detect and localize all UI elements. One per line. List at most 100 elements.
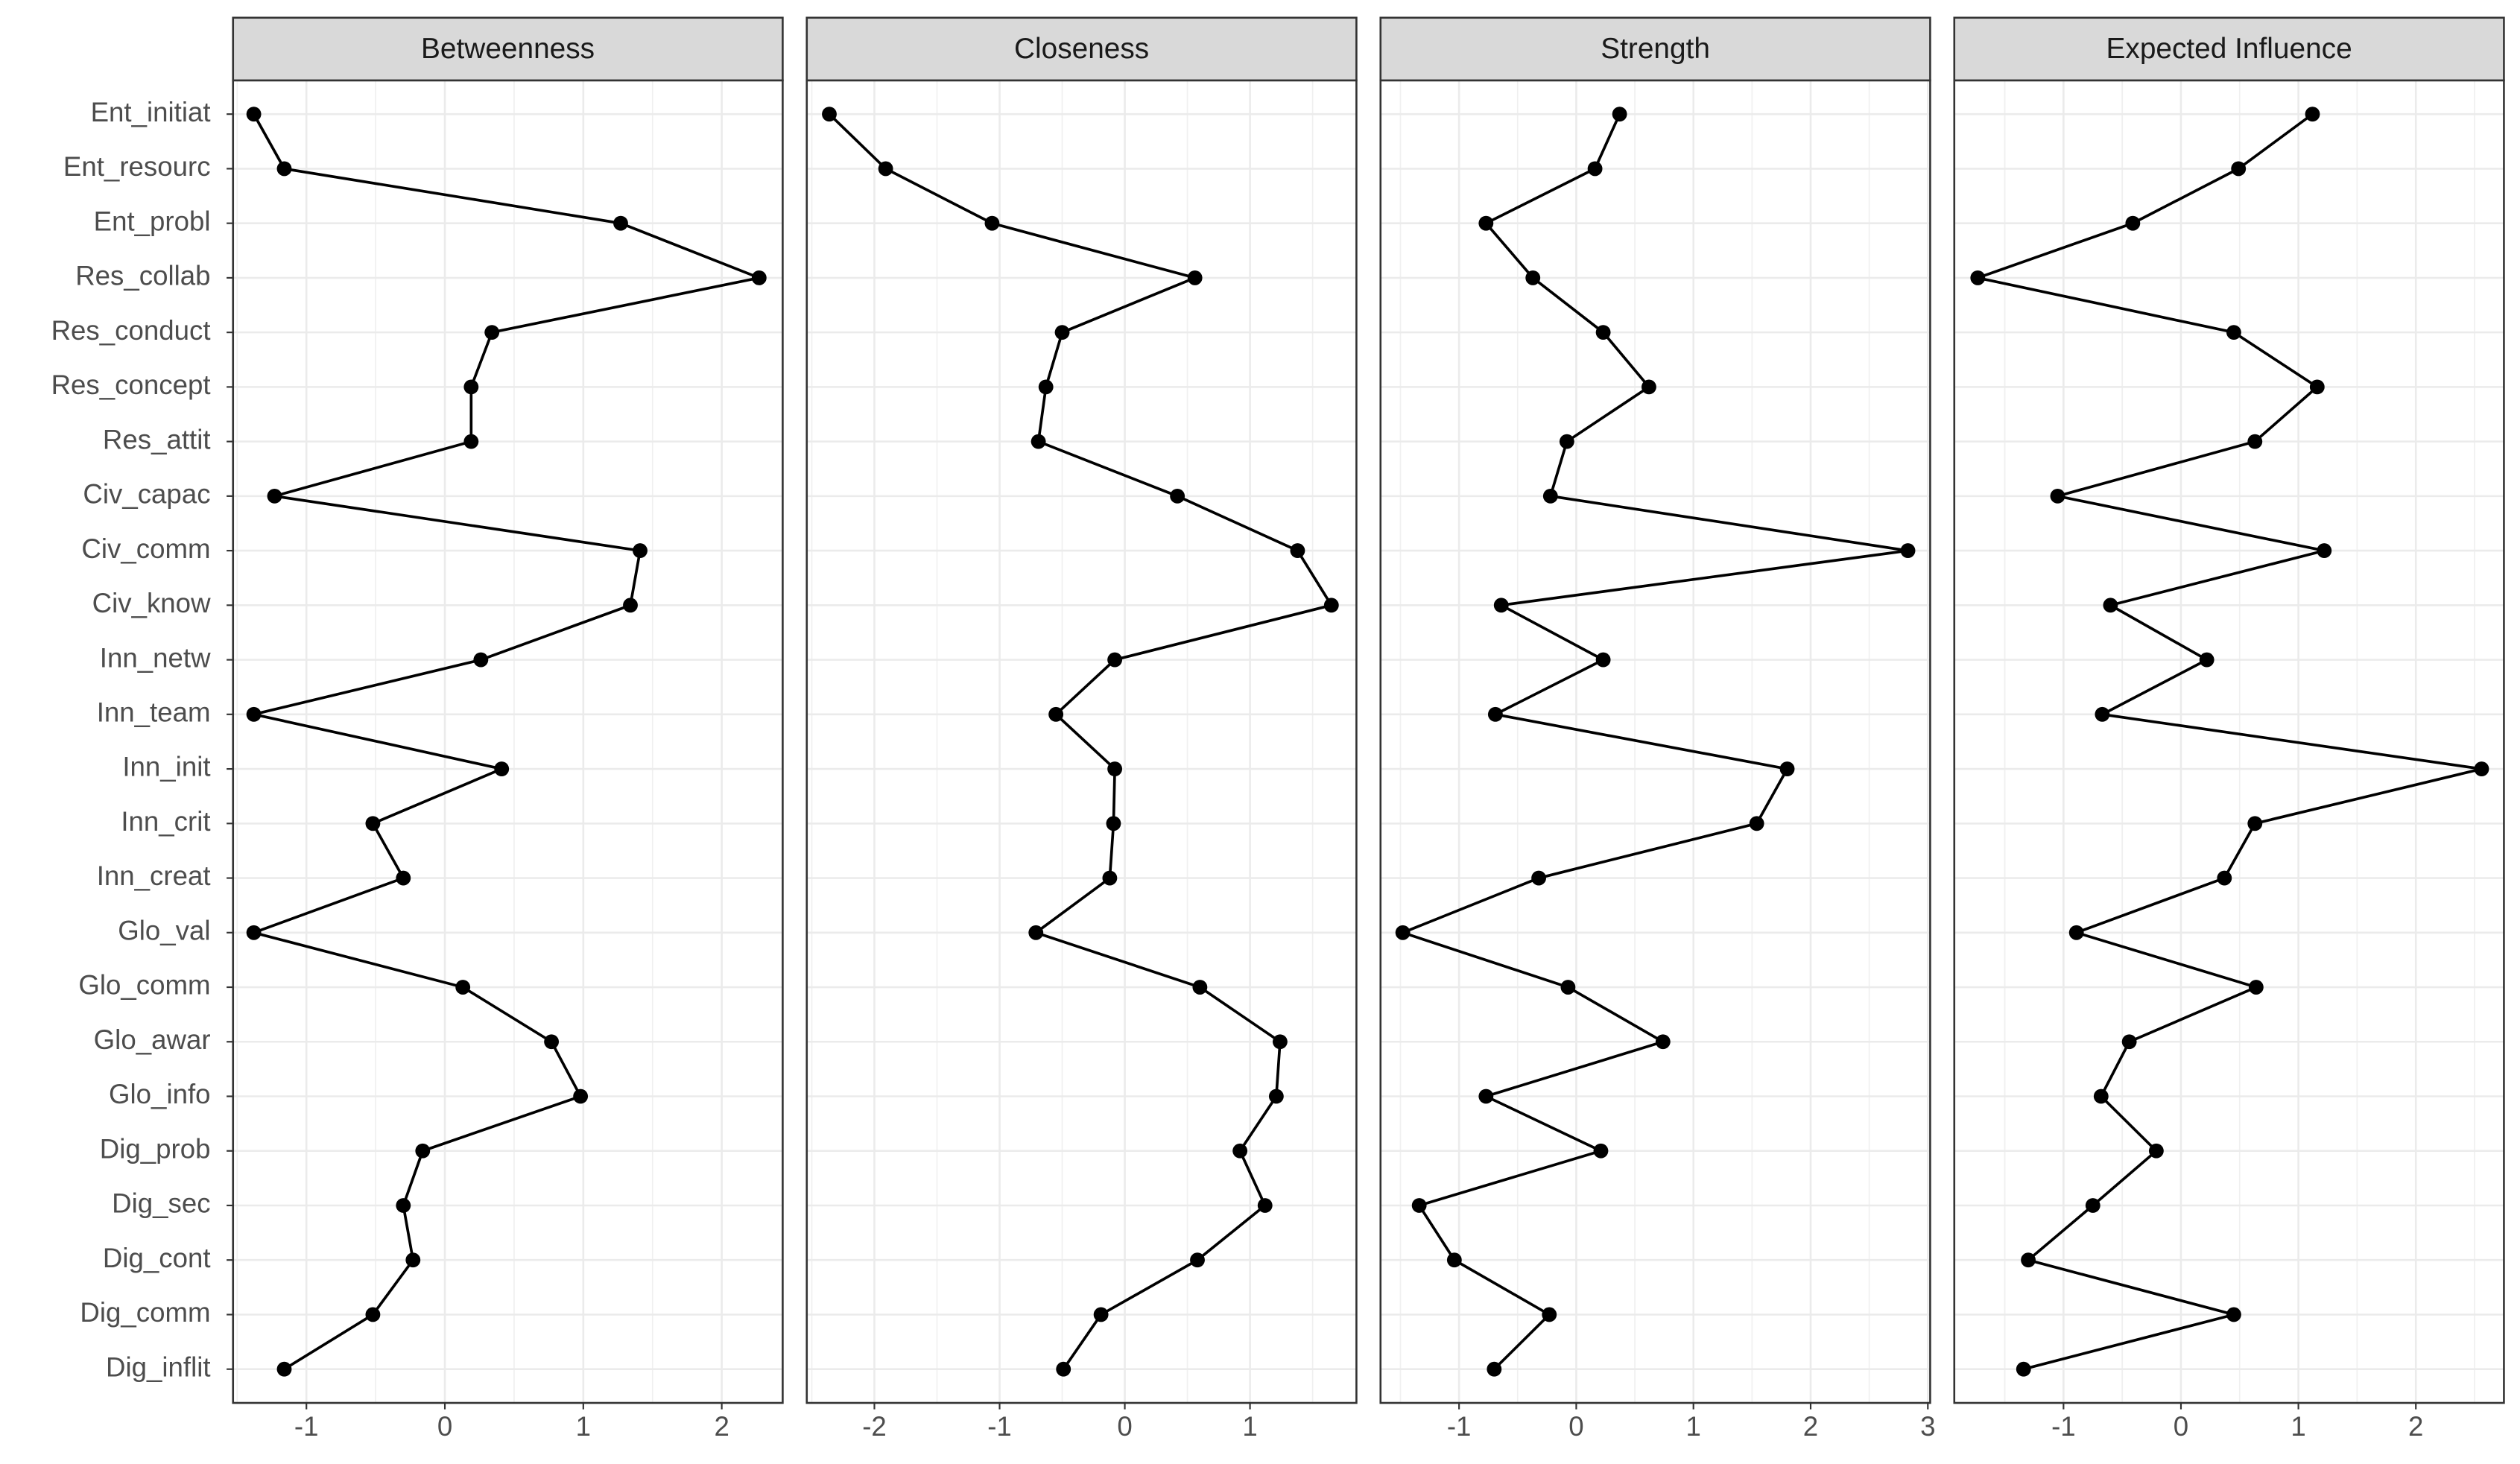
data-point xyxy=(276,161,292,177)
data-point xyxy=(246,925,262,940)
data-point xyxy=(573,1089,589,1104)
y-tick-label: Res_concept xyxy=(51,370,211,400)
data-point xyxy=(1487,706,1503,722)
data-point xyxy=(623,598,638,613)
data-point xyxy=(1542,1307,1557,1322)
strip-title: Betweenness xyxy=(421,33,595,65)
y-tick-label: Dig_comm xyxy=(80,1297,210,1328)
data-point xyxy=(1323,598,1339,613)
data-point xyxy=(1478,215,1494,231)
data-point xyxy=(2247,816,2263,831)
strip xyxy=(1379,16,1931,82)
y-tick-label: Inn_creat xyxy=(97,861,211,891)
data-point xyxy=(455,980,471,995)
data-point xyxy=(822,107,837,122)
strip-title: Closeness xyxy=(1014,33,1149,65)
y-tick-label: Inn_crit xyxy=(121,806,210,837)
y-tick-label: Glo_awar xyxy=(94,1024,211,1055)
data-point xyxy=(1525,270,1541,285)
data-point xyxy=(484,325,500,340)
data-point xyxy=(463,379,479,395)
data-point xyxy=(2199,652,2215,668)
panel-background xyxy=(806,80,1357,1404)
x-tick-label: -1 xyxy=(1447,1411,1472,1442)
y-tick-label: Ent_probl xyxy=(94,206,211,236)
data-point xyxy=(2231,161,2247,177)
data-point xyxy=(1595,652,1611,668)
data-point xyxy=(2309,379,2325,395)
data-point xyxy=(1595,325,1611,340)
data-point xyxy=(1054,325,1070,340)
data-point xyxy=(1446,1252,1462,1268)
x-tick-label: 2 xyxy=(2408,1411,2423,1442)
data-point xyxy=(276,1361,292,1377)
y-tick-label: Inn_init xyxy=(122,752,210,782)
data-point xyxy=(1031,434,1046,449)
data-point xyxy=(2093,1089,2109,1104)
data-point xyxy=(984,215,1000,231)
y-tick-label: Inn_netw xyxy=(100,642,211,673)
series-line xyxy=(249,113,764,1371)
data-point xyxy=(246,107,262,122)
x-tick-label: 0 xyxy=(1568,1411,1583,1442)
series-line xyxy=(1972,113,2482,1371)
y-tick-label: Dig_prob xyxy=(100,1133,211,1164)
data-point xyxy=(246,706,262,722)
data-point xyxy=(2305,107,2320,122)
data-point xyxy=(1048,706,1064,722)
data-point xyxy=(365,816,381,831)
y-tick-label: Ent_resourc xyxy=(63,151,211,182)
data-point xyxy=(1187,270,1203,285)
data-point xyxy=(1170,488,1185,504)
data-point xyxy=(1900,543,1916,559)
x-tick-label: 3 xyxy=(1920,1411,1935,1442)
data-point xyxy=(1587,161,1603,177)
x-tick-label: -1 xyxy=(2051,1411,2076,1442)
data-point xyxy=(1232,1143,1248,1159)
data-point xyxy=(2050,488,2065,504)
data-point xyxy=(1411,1198,1427,1213)
data-point xyxy=(1478,1089,1494,1104)
data-point xyxy=(1612,107,1627,122)
y-tick-label: Dig_sec xyxy=(112,1188,210,1219)
data-point xyxy=(405,1252,421,1268)
x-tick-label: -2 xyxy=(862,1411,887,1442)
data-point xyxy=(1559,434,1574,449)
data-point xyxy=(2226,325,2241,340)
data-point xyxy=(1593,1143,1609,1159)
data-point xyxy=(1106,816,1121,831)
data-point xyxy=(878,161,893,177)
data-point xyxy=(1970,270,1986,285)
panel-background xyxy=(1380,80,1931,1404)
data-point xyxy=(2148,1143,2164,1159)
data-point xyxy=(463,434,479,449)
data-point xyxy=(1395,925,1411,940)
panel-background xyxy=(1954,80,2504,1404)
strip xyxy=(232,16,784,82)
y-tick-label: Glo_info xyxy=(109,1079,211,1109)
data-point xyxy=(2121,1034,2137,1050)
data-point xyxy=(1560,980,1576,995)
strip-title: Strength xyxy=(1601,33,1710,65)
x-tick-label: 0 xyxy=(1117,1411,1132,1442)
x-tick-label: 1 xyxy=(1686,1411,1701,1442)
data-point xyxy=(544,1034,560,1050)
data-point xyxy=(1093,1307,1109,1322)
data-point xyxy=(2247,434,2263,449)
data-point xyxy=(2021,1252,2036,1268)
data-point xyxy=(751,270,767,285)
y-tick-label: Ent_initiat xyxy=(91,97,211,127)
panel-background xyxy=(232,80,783,1404)
data-point xyxy=(1038,379,1054,395)
y-tick-label: Dig_cont xyxy=(103,1243,211,1273)
series-line xyxy=(828,113,1334,1370)
data-point xyxy=(396,870,411,886)
data-point xyxy=(1487,1361,1502,1377)
data-point xyxy=(1107,652,1123,668)
series-line xyxy=(1399,113,1908,1371)
data-point xyxy=(2474,761,2489,776)
data-point xyxy=(1028,925,1044,940)
data-point xyxy=(2068,925,2084,940)
y-tick-label: Res_conduct xyxy=(51,315,211,346)
